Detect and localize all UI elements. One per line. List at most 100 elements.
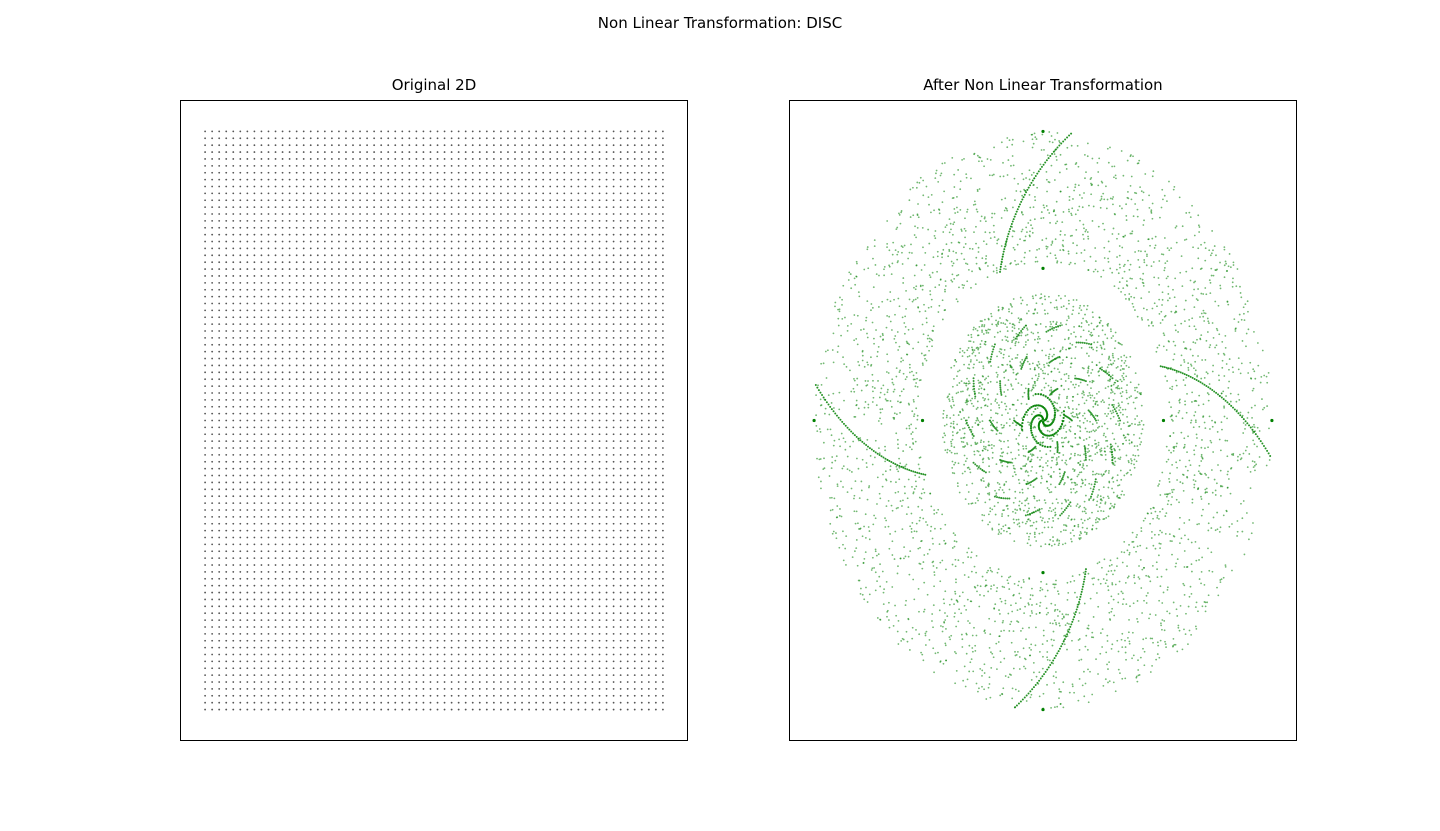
scatter-point bbox=[422, 598, 425, 601]
scatter-point bbox=[366, 337, 368, 339]
scatter-point bbox=[373, 591, 376, 594]
scatter-point bbox=[429, 240, 432, 243]
scatter-point bbox=[338, 515, 340, 518]
scatter-point bbox=[345, 233, 347, 236]
scatter-point bbox=[246, 509, 249, 511]
scatter-point bbox=[443, 398, 446, 401]
scatter-point bbox=[323, 440, 326, 443]
scatter-point bbox=[577, 316, 580, 319]
scatter-point bbox=[239, 268, 242, 270]
scatter-point bbox=[401, 522, 404, 525]
scatter-point bbox=[267, 543, 270, 546]
scatter-point bbox=[584, 543, 587, 546]
scatter-point bbox=[654, 460, 657, 463]
scatter-point bbox=[436, 405, 439, 408]
scatter-point bbox=[415, 708, 418, 711]
scatter-point bbox=[492, 247, 495, 250]
scatter-point bbox=[619, 674, 622, 677]
scatter-point bbox=[394, 522, 397, 525]
scatter-point bbox=[211, 226, 214, 229]
scatter-point bbox=[373, 426, 376, 429]
scatter-point bbox=[345, 543, 347, 546]
scatter-point bbox=[345, 447, 347, 449]
scatter-point bbox=[415, 447, 418, 449]
scatter-point bbox=[640, 515, 643, 518]
scatter-point bbox=[387, 226, 390, 229]
scatter-point bbox=[436, 584, 439, 587]
scatter-point bbox=[204, 509, 206, 511]
scatter-point bbox=[281, 357, 284, 360]
scatter-point bbox=[380, 371, 383, 374]
scatter-point bbox=[316, 302, 319, 305]
scatter-point bbox=[330, 447, 333, 449]
scatter-point bbox=[239, 357, 242, 360]
scatter-point bbox=[253, 192, 256, 195]
scatter-point bbox=[401, 364, 404, 367]
scatter-point bbox=[633, 275, 636, 277]
scatter-point bbox=[478, 281, 481, 284]
scatter-point bbox=[295, 261, 298, 264]
scatter-point bbox=[584, 536, 587, 539]
scatter-point bbox=[598, 529, 601, 532]
scatter-point bbox=[471, 288, 474, 291]
scatter-point bbox=[352, 398, 354, 401]
scatter-point bbox=[281, 646, 284, 649]
scatter-point bbox=[429, 626, 432, 628]
scatter-point bbox=[352, 192, 354, 195]
scatter-point bbox=[612, 447, 615, 449]
scatter-point bbox=[316, 467, 319, 470]
scatter-point bbox=[274, 619, 277, 621]
scatter-point bbox=[232, 412, 235, 415]
scatter-point bbox=[260, 405, 263, 408]
scatter-point bbox=[654, 247, 657, 250]
scatter-point bbox=[330, 612, 333, 615]
scatter-point bbox=[260, 529, 263, 532]
scatter-point bbox=[253, 447, 256, 449]
scatter-point bbox=[647, 488, 650, 491]
scatter-point bbox=[570, 240, 573, 243]
scatter-point bbox=[373, 412, 376, 415]
scatter-point bbox=[591, 454, 594, 456]
scatter-point bbox=[211, 605, 214, 608]
scatter-point bbox=[598, 454, 601, 456]
scatter-point bbox=[436, 612, 439, 615]
scatter-point bbox=[204, 433, 206, 436]
scatter-point bbox=[281, 605, 284, 608]
scatter-point bbox=[598, 646, 601, 649]
scatter-point bbox=[316, 337, 319, 339]
scatter-point bbox=[204, 254, 206, 257]
scatter-point bbox=[253, 357, 256, 360]
scatter-point bbox=[598, 323, 601, 326]
scatter-point bbox=[471, 357, 474, 360]
scatter-point bbox=[366, 288, 368, 291]
scatter-point bbox=[415, 522, 418, 525]
scatter-point bbox=[274, 281, 277, 284]
scatter-point bbox=[584, 330, 587, 332]
scatter-point bbox=[345, 433, 347, 436]
scatter-point bbox=[464, 350, 467, 353]
scatter-point bbox=[239, 199, 242, 202]
scatter-point bbox=[401, 577, 404, 580]
scatter-point bbox=[647, 460, 650, 463]
scatter-point bbox=[323, 591, 326, 594]
scatter-point bbox=[366, 295, 368, 298]
scatter-point bbox=[211, 454, 214, 456]
scatter-point bbox=[478, 626, 481, 628]
scatter-point bbox=[528, 509, 530, 511]
scatter-point bbox=[457, 226, 460, 229]
scatter-point bbox=[267, 550, 270, 553]
scatter-point bbox=[225, 515, 228, 518]
scatter-point bbox=[577, 564, 580, 566]
scatter-point bbox=[415, 577, 418, 580]
scatter-point bbox=[387, 626, 390, 628]
scatter-point bbox=[570, 440, 573, 443]
scatter-point bbox=[211, 220, 214, 222]
scatter-point bbox=[309, 364, 312, 367]
scatter-point bbox=[232, 605, 235, 608]
scatter-point bbox=[246, 598, 249, 601]
scatter-point bbox=[429, 261, 432, 264]
scatter-point bbox=[598, 667, 601, 670]
scatter-point bbox=[464, 708, 467, 711]
scatter-point bbox=[500, 316, 502, 319]
scatter-point bbox=[380, 481, 383, 484]
